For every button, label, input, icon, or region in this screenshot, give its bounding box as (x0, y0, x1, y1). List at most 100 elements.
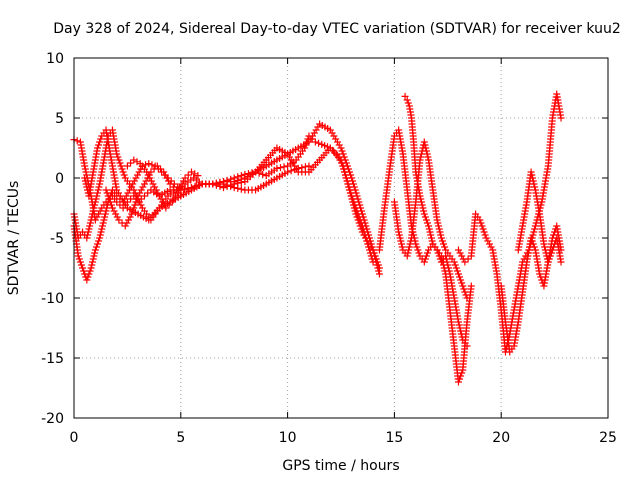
data-point-interp (96, 138, 104, 146)
data-point (130, 186, 138, 194)
data-point-interp (407, 237, 415, 245)
data-point-interp (545, 255, 553, 263)
data-point-interp (97, 135, 105, 143)
data-point (433, 216, 441, 224)
data-point (425, 222, 433, 230)
data-point-interp (298, 164, 306, 172)
x-tick-label: 25 (599, 430, 617, 446)
data-point-interp (147, 177, 155, 185)
data-point-interp (484, 237, 492, 245)
y-tick-label: -10 (41, 291, 64, 307)
data-point-interp (441, 267, 449, 275)
data-point (557, 114, 565, 122)
y-tick-label: 0 (55, 171, 64, 187)
data-point-interp (119, 168, 127, 176)
series-track-2 (70, 120, 383, 284)
data-point-interp (438, 255, 446, 263)
data-point-interp (144, 171, 152, 179)
data-point-interp (80, 267, 88, 275)
data-point-interp (84, 273, 92, 281)
data-point-interp (546, 252, 554, 260)
data-point (194, 172, 202, 180)
data-point-interp (529, 177, 537, 185)
data-point (544, 258, 552, 266)
data-point (83, 276, 91, 284)
data-point-interp (105, 195, 113, 203)
data-point-interp (424, 219, 432, 227)
data-point-interp (85, 225, 93, 233)
data-point-interp (405, 246, 413, 254)
data-point-interp (405, 243, 413, 251)
data-point-interp (136, 189, 144, 197)
data-point (121, 222, 129, 230)
data-point-interp (456, 375, 464, 383)
data-point (420, 138, 428, 146)
data-point-interp (85, 270, 93, 278)
data-point-interp (419, 204, 427, 212)
data-point-interp (541, 243, 549, 251)
data-point (91, 246, 99, 254)
data-point (454, 246, 462, 254)
data-point (348, 192, 356, 200)
data-point-interp (529, 240, 537, 248)
y-tick-label: -15 (41, 351, 64, 367)
data-point-interp (458, 279, 466, 287)
data-point-interp (163, 174, 171, 182)
data-point-interp (291, 166, 299, 174)
data-point-interp (95, 141, 103, 149)
data-point-interp (339, 150, 347, 158)
data-point-interp (355, 213, 363, 221)
data-point-interp (528, 171, 536, 179)
data-point (143, 168, 151, 176)
data-point-interp (406, 240, 414, 248)
data-point (273, 164, 281, 172)
data-point (420, 258, 428, 266)
data-point-interp (357, 219, 365, 227)
data-point-interp (477, 219, 485, 227)
data-point-interp (130, 204, 138, 212)
data-point-interp (176, 183, 184, 191)
data-point-interp (341, 168, 349, 176)
data-point (375, 270, 383, 278)
data-point (160, 168, 168, 176)
data-point-interp (91, 201, 99, 209)
data-point (91, 198, 99, 206)
data-point (527, 168, 535, 176)
data-point (93, 144, 101, 152)
data-point-interp (457, 276, 465, 284)
data-point-interp (287, 167, 295, 175)
data-point-interp (457, 372, 465, 380)
data-point-interp (458, 369, 466, 377)
data-point-interp (422, 144, 430, 152)
data-point-interp (133, 158, 141, 166)
data-point (153, 162, 161, 170)
data-point-interp (259, 170, 267, 178)
data-point-interp (456, 249, 464, 257)
data-point (74, 252, 82, 260)
x-tick-label: 0 (70, 430, 79, 446)
data-point-interp (531, 225, 539, 233)
data-point-interp (73, 137, 81, 145)
data-point (181, 174, 189, 182)
data-point-interp (353, 207, 361, 215)
data-point-interp (351, 201, 359, 209)
data-point-interp (95, 237, 103, 245)
data-point-interp (417, 153, 425, 161)
data-point-interp (481, 231, 489, 239)
data-point-interp (81, 177, 89, 185)
data-point-interp (530, 180, 538, 188)
data-point-interp (113, 213, 121, 221)
data-point-interp (485, 240, 493, 248)
data-point-interp (350, 198, 358, 206)
data-point-interp (530, 243, 538, 251)
data-point (482, 234, 490, 242)
data-point-interp (92, 243, 100, 251)
data-point-interp (340, 165, 348, 173)
data-point-interp (315, 139, 323, 147)
data-point (420, 210, 428, 218)
tick-labels: 0 5 10 15 20 25 -20 -15 -10 -5 0 5 10 (41, 51, 617, 446)
data-point-interp (404, 99, 412, 107)
data-point (79, 264, 87, 272)
data-point-interp (146, 174, 154, 182)
data-point-interp (88, 261, 96, 269)
